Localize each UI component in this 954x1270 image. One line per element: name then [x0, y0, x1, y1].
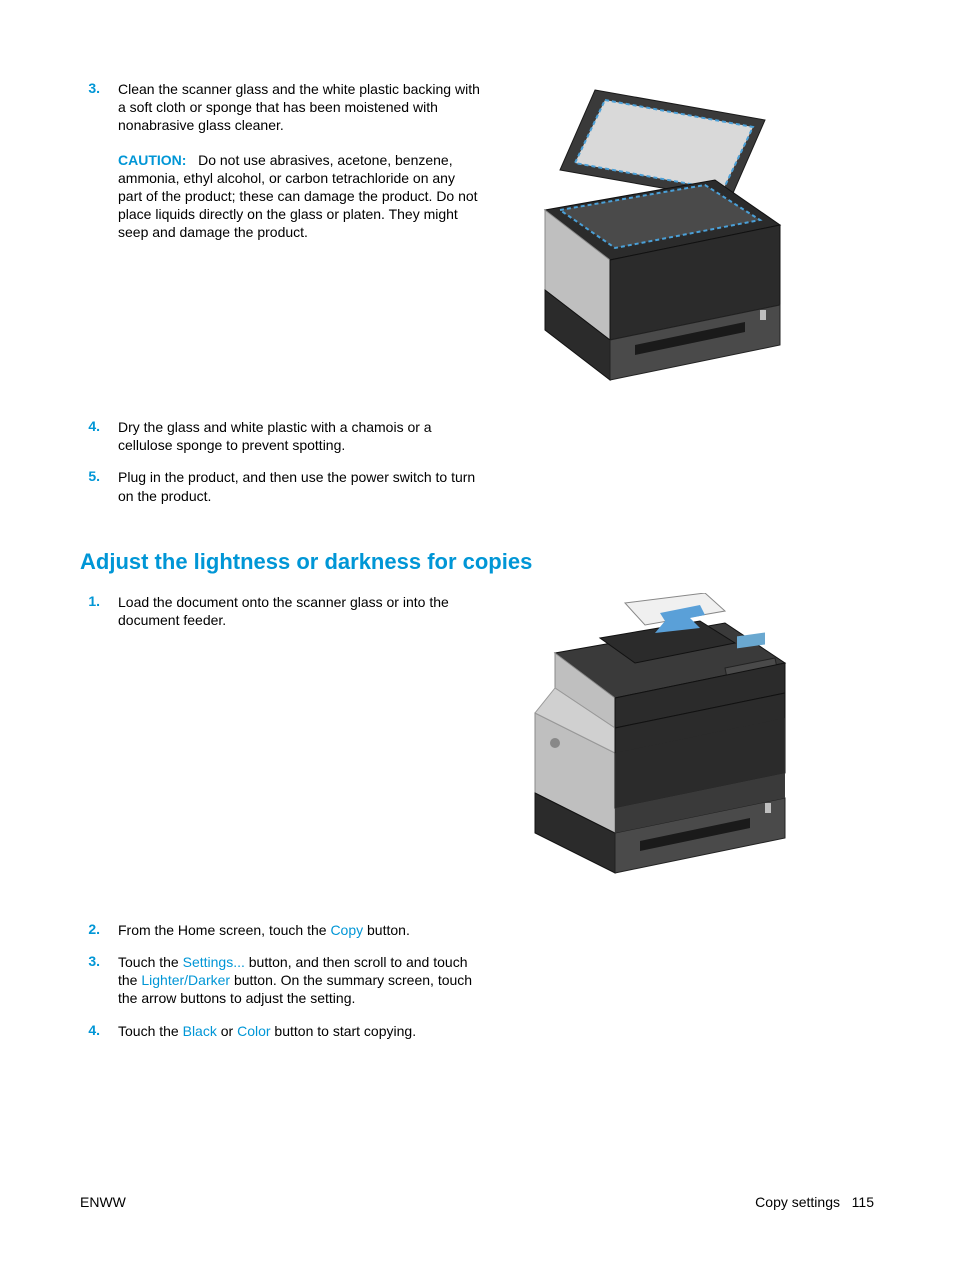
step-body: Clean the scanner glass and the white pl… [118, 80, 480, 242]
illustration-spacer [500, 921, 800, 1054]
ui-term-lighter-darker: Lighter/Darker [141, 972, 230, 988]
step-text: Clean the scanner glass and the white pl… [118, 81, 480, 133]
footer-right: Copy settings 115 [755, 1194, 874, 1210]
step-number: 4. [80, 418, 118, 454]
text-column: 2. From the Home screen, touch the Copy … [80, 921, 480, 1054]
illustration-column [500, 593, 800, 893]
text-column: 4. Dry the glass and white plastic with … [80, 418, 480, 519]
text-column: 1. Load the document onto the scanner gl… [80, 593, 480, 893]
step-number: 4. [80, 1022, 118, 1040]
page-footer: ENWW Copy settings 115 [80, 1194, 874, 1210]
caution-block: CAUTION: Do not use abrasives, acetone, … [118, 151, 480, 242]
page-number: 115 [852, 1194, 874, 1210]
printer-open-lid-illustration [505, 80, 795, 390]
text-part: button to start copying. [271, 1023, 417, 1039]
step-3: 3. Clean the scanner glass and the white… [80, 80, 480, 242]
text-part: Touch the [118, 954, 183, 970]
text-part: Touch the [118, 1023, 183, 1039]
printer-load-document-illustration [505, 593, 795, 893]
ui-term-copy: Copy [330, 922, 363, 938]
illustration-column [500, 80, 800, 390]
footer-left: ENWW [80, 1194, 126, 1210]
section-clean-glass: 3. Clean the scanner glass and the white… [80, 80, 874, 390]
step-5: 5. Plug in the product, and then use the… [80, 468, 480, 504]
section-heading-adjust: Adjust the lightness or darkness for cop… [80, 549, 874, 575]
step-text: Load the document onto the scanner glass… [118, 593, 480, 629]
step-number: 3. [80, 953, 118, 1008]
step-4: 4. Touch the Black or Color button to st… [80, 1022, 480, 1040]
step-number: 5. [80, 468, 118, 504]
step-text: Dry the glass and white plastic with a c… [118, 418, 480, 454]
step-3: 3. Touch the Settings... button, and the… [80, 953, 480, 1008]
text-part: From the Home screen, touch the [118, 922, 330, 938]
footer-section-label: Copy settings [755, 1194, 840, 1210]
ui-term-color: Color [237, 1023, 270, 1039]
ui-term-black: Black [183, 1023, 217, 1039]
caution-label: CAUTION: [118, 152, 186, 168]
step-2: 2. From the Home screen, touch the Copy … [80, 921, 480, 939]
ui-term-settings: Settings... [183, 954, 245, 970]
step-number: 2. [80, 921, 118, 939]
step-body: Touch the Settings... button, and then s… [118, 953, 480, 1008]
text-part: button. [363, 922, 410, 938]
step-1: 1. Load the document onto the scanner gl… [80, 593, 480, 629]
text-part: or [217, 1023, 237, 1039]
step-number: 3. [80, 80, 118, 242]
section-adjust-lightness: 1. Load the document onto the scanner gl… [80, 593, 874, 893]
text-column: 3. Clean the scanner glass and the white… [80, 80, 480, 390]
step-text: Plug in the product, and then use the po… [118, 468, 480, 504]
step-4: 4. Dry the glass and white plastic with … [80, 418, 480, 454]
step-body: From the Home screen, touch the Copy but… [118, 921, 480, 939]
section-adjust-continued: 2. From the Home screen, touch the Copy … [80, 921, 874, 1054]
step-number: 1. [80, 593, 118, 629]
step-body: Touch the Black or Color button to start… [118, 1022, 480, 1040]
illustration-spacer [500, 418, 800, 519]
section-clean-glass-continued: 4. Dry the glass and white plastic with … [80, 418, 874, 519]
